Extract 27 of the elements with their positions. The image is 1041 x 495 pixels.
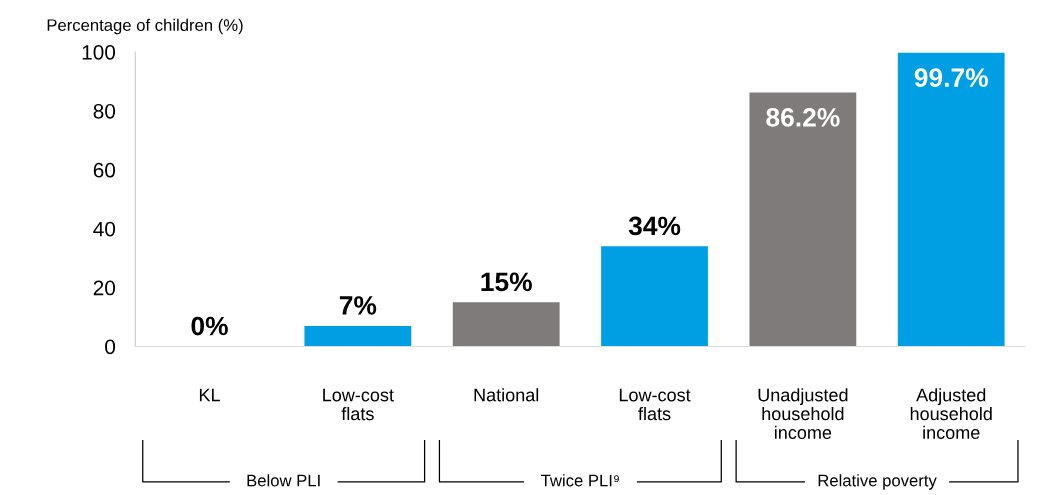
y-tick-label: 60 [93,162,116,178]
bar [304,325,412,347]
y-axis-title: Percentage of children (%) [47,18,243,35]
y-tick-label: 20 [93,280,116,296]
data-label: 7% [339,296,377,315]
bar [749,92,857,347]
text: Below PLI [247,474,320,487]
bar [452,302,560,347]
text: Relative poverty [818,474,937,490]
x-tick-label: KL [199,388,220,402]
y-tick-label: 40 [93,221,116,237]
data-label: 34% [628,216,681,236]
x-tick-label: National [474,388,539,402]
x-tick-label: Unadjusted household income [758,388,848,440]
x-tick-label: Low-cost flats [323,388,394,421]
y-tick-label: 100 [82,44,116,60]
text: Twice PLI⁹ [541,474,619,487]
y-tick-label: 0 [105,339,116,355]
x-tick-label: Adjusted household income [910,388,992,440]
data-label: 86.2% [766,108,840,127]
data-label: 99.7% [914,68,988,87]
data-label: 15% [481,272,532,292]
bar [897,52,1005,347]
data-label: 0% [191,316,228,336]
y-tick-label: 80 [93,103,116,119]
bar [601,246,708,347]
x-tick-label: Low-cost flats [619,388,691,421]
